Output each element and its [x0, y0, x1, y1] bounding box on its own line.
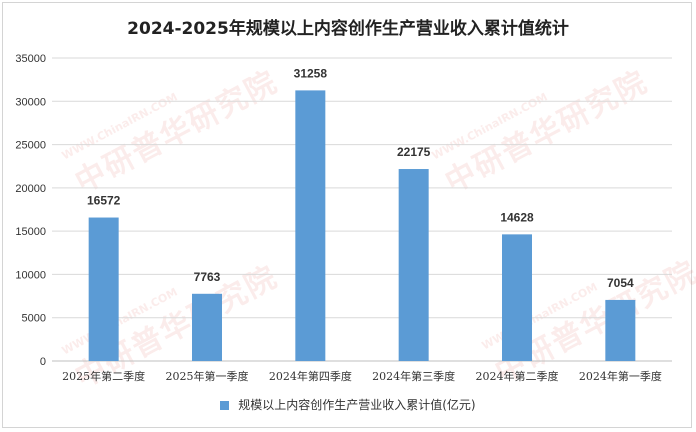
- y-tick-label: 15000: [15, 226, 46, 238]
- data-label: 7763: [194, 270, 221, 284]
- bar: [502, 234, 532, 361]
- y-tick-label: 0: [40, 356, 46, 368]
- x-tick-label: 2024年第三季度: [372, 369, 455, 383]
- chart-title: 2024-2025年规模以上内容创作生产营业收入累计值统计: [127, 19, 569, 39]
- x-tick-label: 2025年第二季度: [62, 369, 145, 383]
- bar: [398, 169, 429, 361]
- chart-legend: 规模以上内容创作生产营业收入累计值(亿元): [0, 396, 696, 413]
- bar: [605, 299, 636, 361]
- bar: [88, 217, 119, 361]
- y-tick-label: 25000: [15, 140, 46, 152]
- bar: [192, 293, 222, 361]
- bar: [295, 90, 326, 362]
- x-tick-label: 2025年第一季度: [166, 369, 249, 383]
- data-label: 31258: [294, 66, 328, 80]
- y-tick-label: 5000: [22, 313, 46, 325]
- data-label: 16572: [87, 194, 121, 208]
- data-label: 14628: [500, 210, 534, 224]
- x-tick-label: 2024年第四季度: [269, 369, 352, 383]
- x-tick-label: 2024年第二季度: [476, 369, 559, 383]
- legend-label: 规模以上内容创作生产营业收入累计值(亿元): [238, 398, 476, 412]
- y-tick-label: 35000: [15, 53, 46, 65]
- y-tick-label: 20000: [15, 183, 46, 195]
- data-label: 7054: [607, 276, 634, 290]
- x-tick-label: 2024年第一季度: [579, 369, 662, 383]
- data-label: 22175: [397, 145, 431, 159]
- y-tick-label: 10000: [15, 269, 46, 281]
- y-tick-label: 30000: [15, 96, 46, 108]
- legend-swatch: [220, 401, 230, 410]
